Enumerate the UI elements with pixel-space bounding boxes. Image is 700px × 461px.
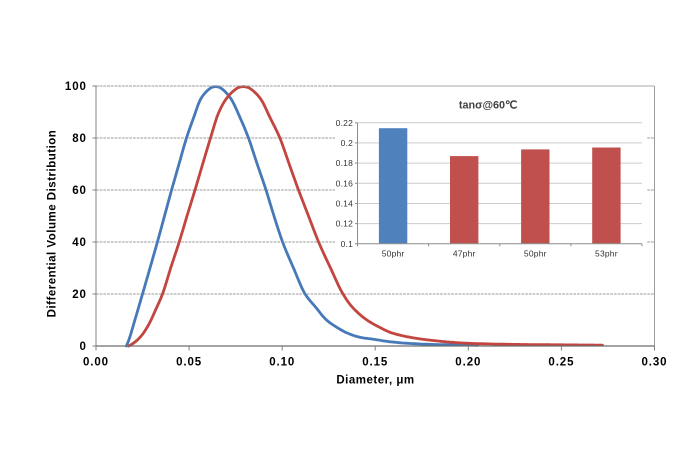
svg-text:Diameter, μm: Diameter, μm <box>336 375 414 387</box>
svg-text:0.12: 0.12 <box>336 219 353 229</box>
svg-text:0: 0 <box>80 341 87 353</box>
svg-text:0.14: 0.14 <box>336 199 353 209</box>
svg-text:47phr: 47phr <box>453 249 476 259</box>
svg-text:0.20: 0.20 <box>455 357 481 369</box>
svg-text:0.00: 0.00 <box>83 357 109 369</box>
svg-text:0.30: 0.30 <box>642 357 668 369</box>
svg-text:20: 20 <box>72 289 87 301</box>
svg-text:0.10: 0.10 <box>269 357 295 369</box>
svg-text:100: 100 <box>65 81 87 93</box>
svg-text:tanσ@60℃: tanσ@60℃ <box>459 100 517 112</box>
svg-text:0.1: 0.1 <box>341 239 353 249</box>
svg-text:50phr: 50phr <box>382 249 405 259</box>
svg-text:0.15: 0.15 <box>362 357 388 369</box>
svg-text:40: 40 <box>72 237 87 249</box>
svg-text:Differential Volume Distributi: Differential Volume Distribution <box>47 130 59 318</box>
svg-text:80: 80 <box>72 133 87 145</box>
svg-text:0.18: 0.18 <box>336 158 353 168</box>
svg-text:0.22: 0.22 <box>336 118 353 128</box>
svg-text:50phr: 50phr <box>524 249 547 259</box>
svg-text:53phr: 53phr <box>595 249 618 259</box>
svg-text:0.2: 0.2 <box>341 138 353 148</box>
svg-text:60: 60 <box>72 185 87 197</box>
svg-text:0.16: 0.16 <box>336 178 353 188</box>
svg-text:0.05: 0.05 <box>176 357 202 369</box>
svg-text:0.25: 0.25 <box>548 357 574 369</box>
